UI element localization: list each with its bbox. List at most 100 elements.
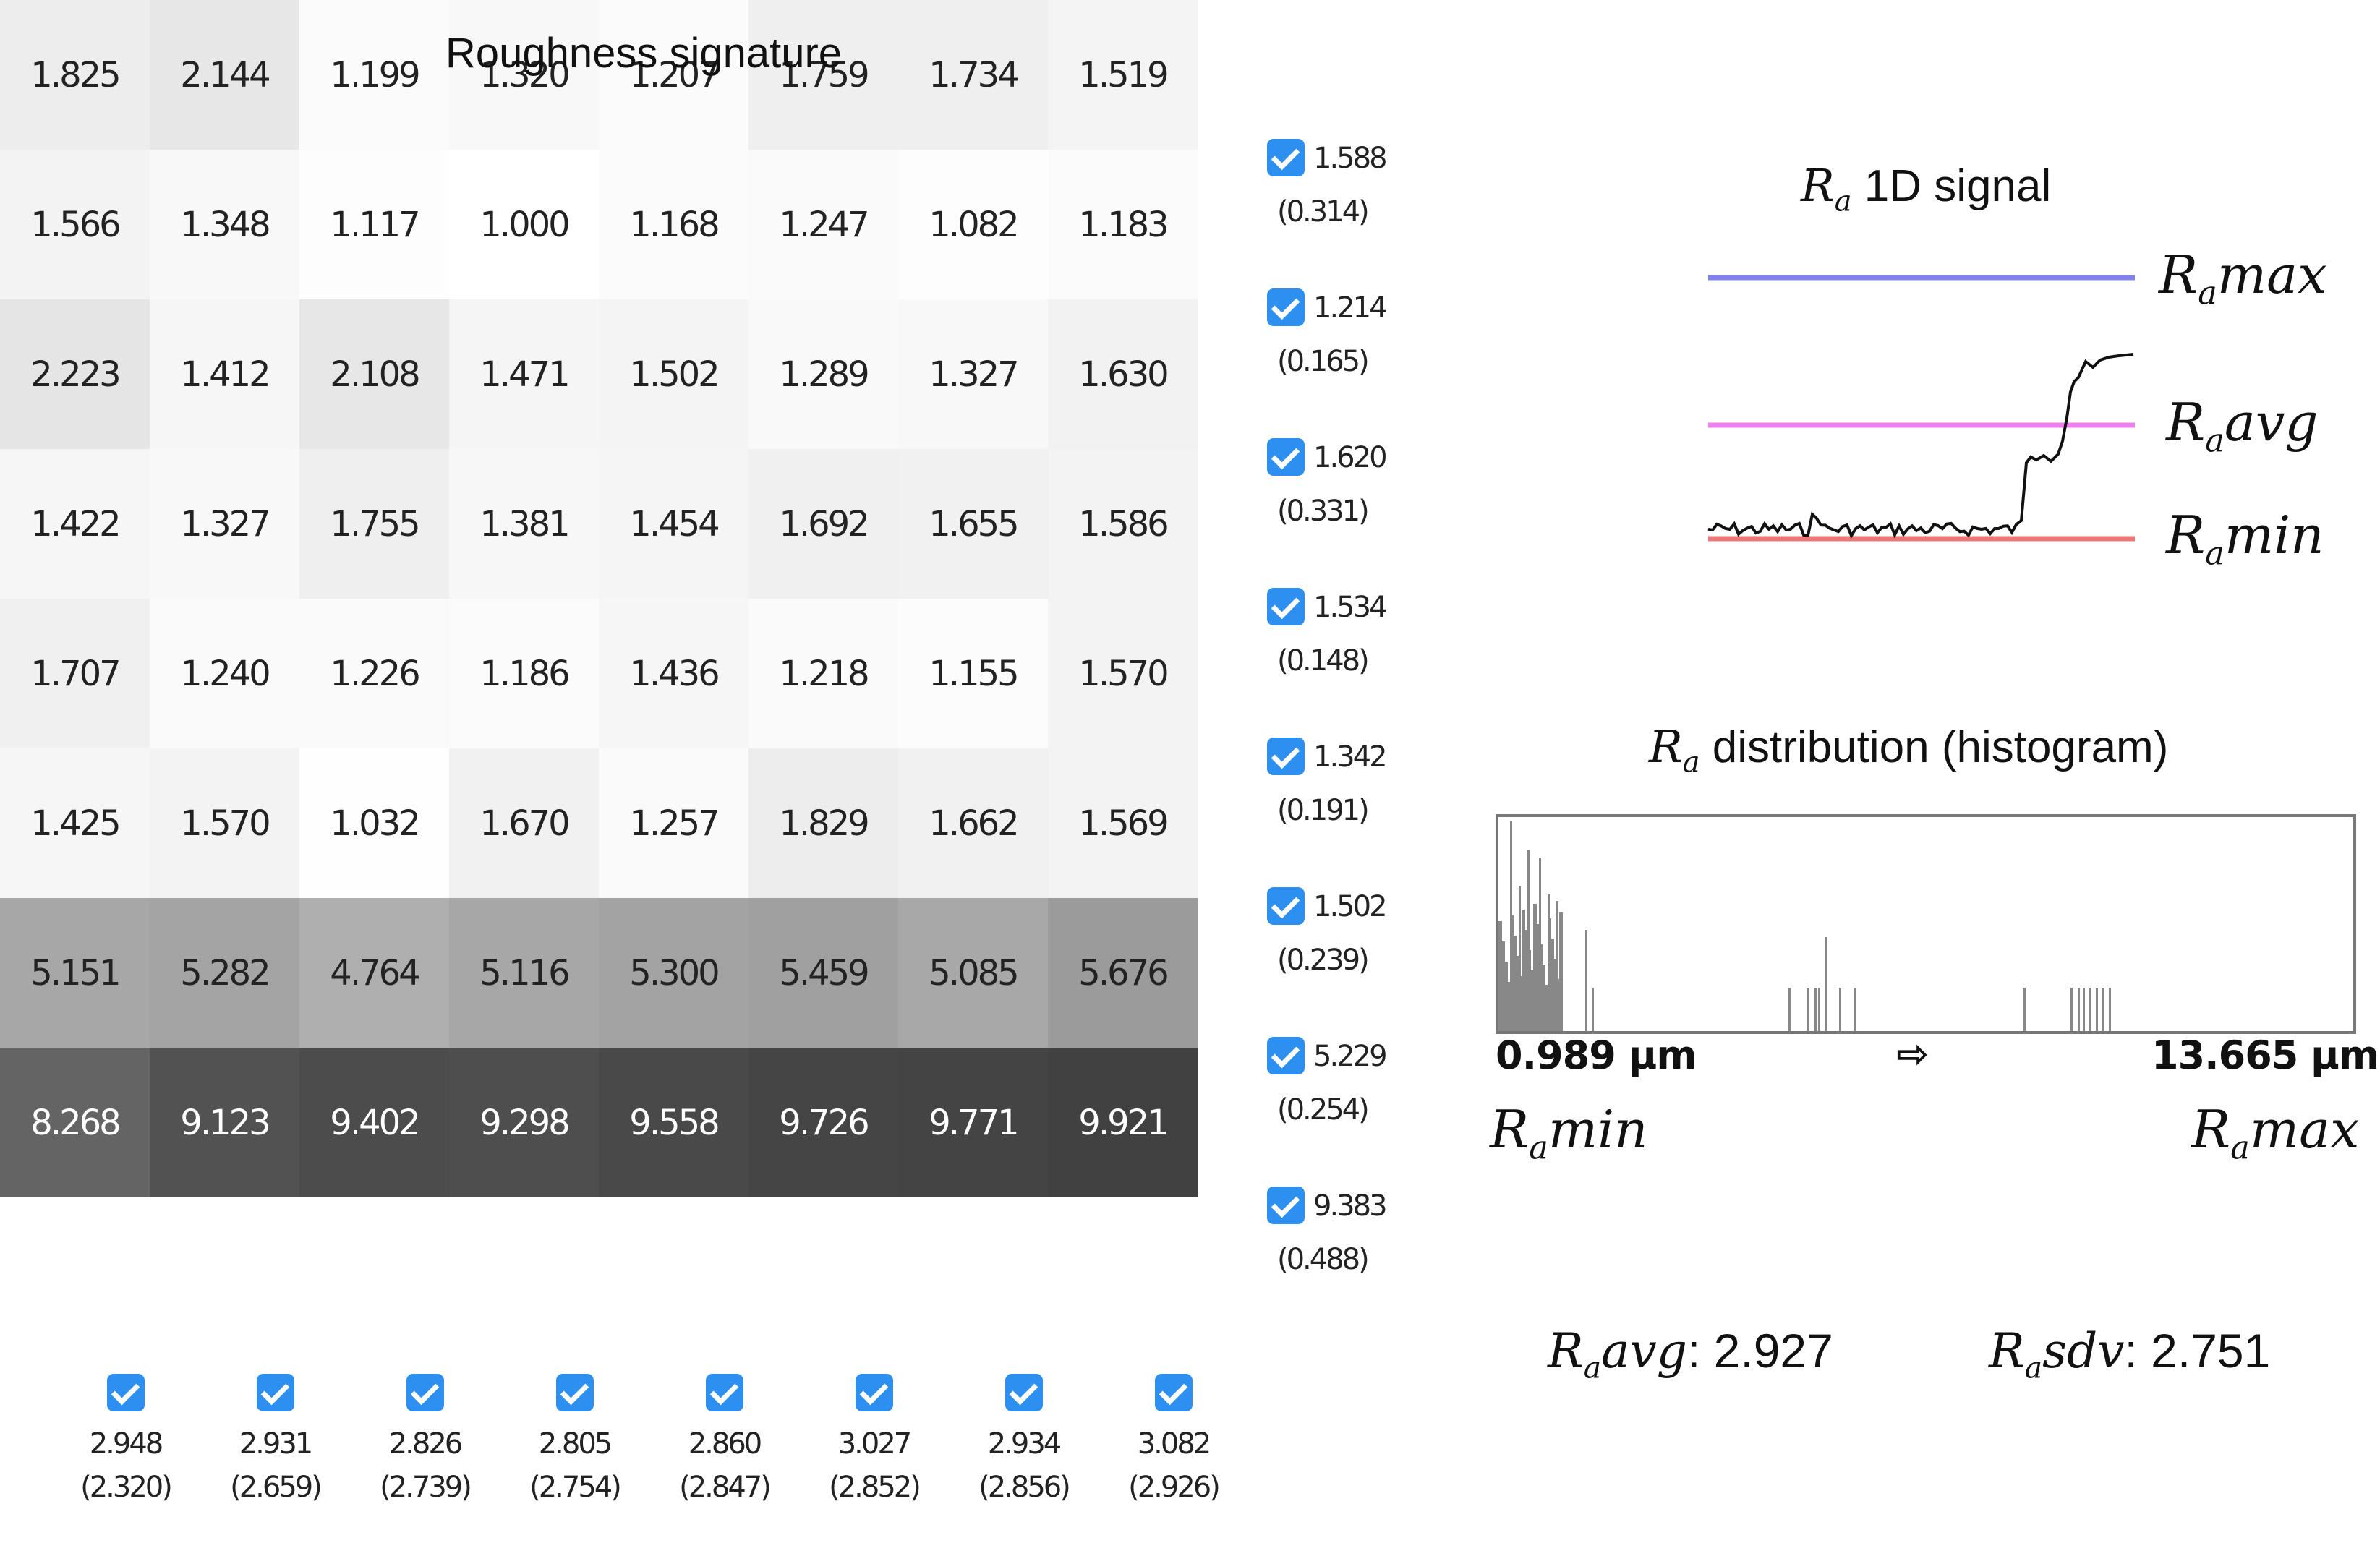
column-checkbox[interactable]	[705, 1374, 743, 1411]
histogram-title-symbol: R	[1649, 720, 1683, 773]
row-checkbox[interactable]	[1267, 288, 1305, 326]
histogram-bar	[1507, 982, 1511, 1031]
column-checkbox[interactable]	[256, 1374, 294, 1411]
histogram-bar	[1527, 850, 1530, 1031]
histogram-min-sub: a	[1529, 1129, 1548, 1167]
grid-cell: 1.327	[898, 299, 1048, 449]
grid-cell: 1.348	[150, 150, 299, 299]
grid-cell: 1.289	[748, 299, 898, 449]
row-average: 1.342	[1313, 740, 1388, 774]
column-checkbox[interactable]	[555, 1374, 594, 1411]
grid-cell: 8.268	[0, 1048, 150, 1197]
grid-cell: 1.502	[599, 299, 748, 449]
column-average: 3.082	[1137, 1427, 1212, 1461]
histogram-bar	[2070, 988, 2073, 1031]
grid-cell: 1.670	[449, 748, 599, 898]
histogram-bar	[2023, 988, 2026, 1031]
histogram-min-text: min	[1548, 1099, 1648, 1160]
row-checkbox[interactable]	[1267, 1037, 1305, 1074]
row-stat: 1.214 (0.165)	[1267, 278, 1412, 428]
grid-cell: 1.755	[299, 449, 449, 599]
grid-cell: 1.436	[599, 599, 748, 748]
histogram-bar	[1559, 912, 1563, 1031]
grid-cell: 5.676	[1048, 898, 1198, 1048]
grid-cell: 9.402	[299, 1048, 449, 1197]
histogram-bar	[1788, 988, 1791, 1031]
column-stat: 3.082 (2.926)	[1099, 1374, 1248, 1533]
grid-cell: 1.454	[599, 449, 748, 599]
row-std-dev: (0.331)	[1277, 495, 1370, 528]
row-stat: 1.502 (0.239)	[1267, 877, 1412, 1027]
grid-cell: 1.569	[1048, 748, 1198, 898]
histogram-bar	[1542, 965, 1545, 1031]
histogram-bar	[1504, 962, 1508, 1031]
grid-cell: 9.298	[449, 1048, 599, 1197]
row-checkbox[interactable]	[1267, 588, 1305, 625]
column-std-dev: (2.852)	[829, 1471, 921, 1504]
histogram-max-label: Ramax	[2191, 1099, 2360, 1167]
row-average: 1.620	[1313, 441, 1388, 474]
row-checkbox[interactable]	[1267, 438, 1305, 476]
row-checkbox[interactable]	[1267, 887, 1305, 925]
histogram-bar	[1530, 970, 1534, 1031]
overall-std-dev-value: : 2.751	[2124, 1324, 2271, 1377]
overall-average-sub: a	[1583, 1350, 1602, 1385]
grid-cell: 1.218	[748, 599, 898, 748]
column-checkbox[interactable]	[1005, 1374, 1043, 1411]
column-stat: 2.860 (2.847)	[649, 1374, 799, 1533]
grid-cell: 9.726	[748, 1048, 898, 1197]
grid-cell: 1.247	[748, 150, 898, 299]
signal-max-text: max	[2217, 244, 2327, 305]
histogram-bar	[1533, 904, 1537, 1031]
histogram-title: Ra distribution (histogram)	[1649, 720, 2168, 779]
grid-cell: 1.471	[449, 299, 599, 449]
row-checkbox[interactable]	[1267, 1187, 1305, 1224]
column-checkbox[interactable]	[406, 1374, 444, 1411]
grid-cell: 2.223	[0, 299, 150, 449]
grid-cell: 1.207	[599, 0, 748, 150]
histogram-bar	[1551, 939, 1554, 1031]
histogram-bar	[2089, 988, 2091, 1031]
grid-cell: 5.300	[599, 898, 748, 1048]
grid-cell: 1.655	[898, 449, 1048, 599]
histogram-title-sub: a	[1682, 745, 1700, 779]
column-average: 2.805	[538, 1427, 613, 1461]
histogram-max-sub: a	[2230, 1129, 2250, 1167]
row-checkbox[interactable]	[1267, 139, 1305, 176]
row-stat: 5.229 (0.254)	[1267, 1027, 1412, 1176]
grid-cell: 1.082	[898, 150, 1048, 299]
column-std-dev: (2.926)	[1128, 1471, 1221, 1504]
signal-min-label: Ramin	[2166, 505, 2324, 573]
histogram-plot	[1496, 814, 2356, 1034]
grid-cell: 1.734	[898, 0, 1048, 150]
histogram-bar	[2096, 988, 2098, 1031]
column-checkbox[interactable]	[855, 1374, 893, 1411]
row-average: 1.534	[1313, 591, 1388, 624]
column-std-dev: (2.739)	[380, 1471, 472, 1504]
row-std-dev: (0.239)	[1277, 944, 1370, 977]
histogram-bar	[1536, 924, 1540, 1031]
grid-cell: 1.381	[449, 449, 599, 599]
column-average: 2.860	[688, 1427, 763, 1461]
column-std-dev: (2.754)	[529, 1471, 622, 1504]
grid-cell: 1.570	[1048, 599, 1198, 748]
histogram-max-text: max	[2249, 1099, 2360, 1160]
row-std-dev: (0.254)	[1277, 1093, 1370, 1127]
roughness-grid: 1.825 2.144 1.199 1.320 1.207 1.759 1.734 1.519…	[0, 0, 1198, 1197]
grid-cell: 1.707	[0, 599, 150, 748]
column-average: 2.826	[388, 1427, 464, 1461]
grid-cell: 5.151	[0, 898, 150, 1048]
column-checkbox[interactable]	[106, 1374, 145, 1411]
grid-cell: 9.558	[599, 1048, 748, 1197]
column-std-dev: (2.320)	[80, 1471, 173, 1504]
column-stat: 2.931 (2.659)	[200, 1374, 350, 1533]
overall-std-dev: Rasdv: 2.751	[1989, 1323, 2271, 1385]
grid-cell: 5.459	[748, 898, 898, 1048]
histogram-bar	[1585, 930, 1587, 1031]
grid-cell: 5.085	[898, 898, 1048, 1048]
column-checkbox[interactable]	[1154, 1374, 1193, 1411]
row-checkbox[interactable]	[1267, 738, 1305, 775]
row-average: 1.588	[1313, 142, 1388, 175]
histogram-bar	[1553, 959, 1557, 1031]
grid-cell: 2.144	[150, 0, 299, 150]
